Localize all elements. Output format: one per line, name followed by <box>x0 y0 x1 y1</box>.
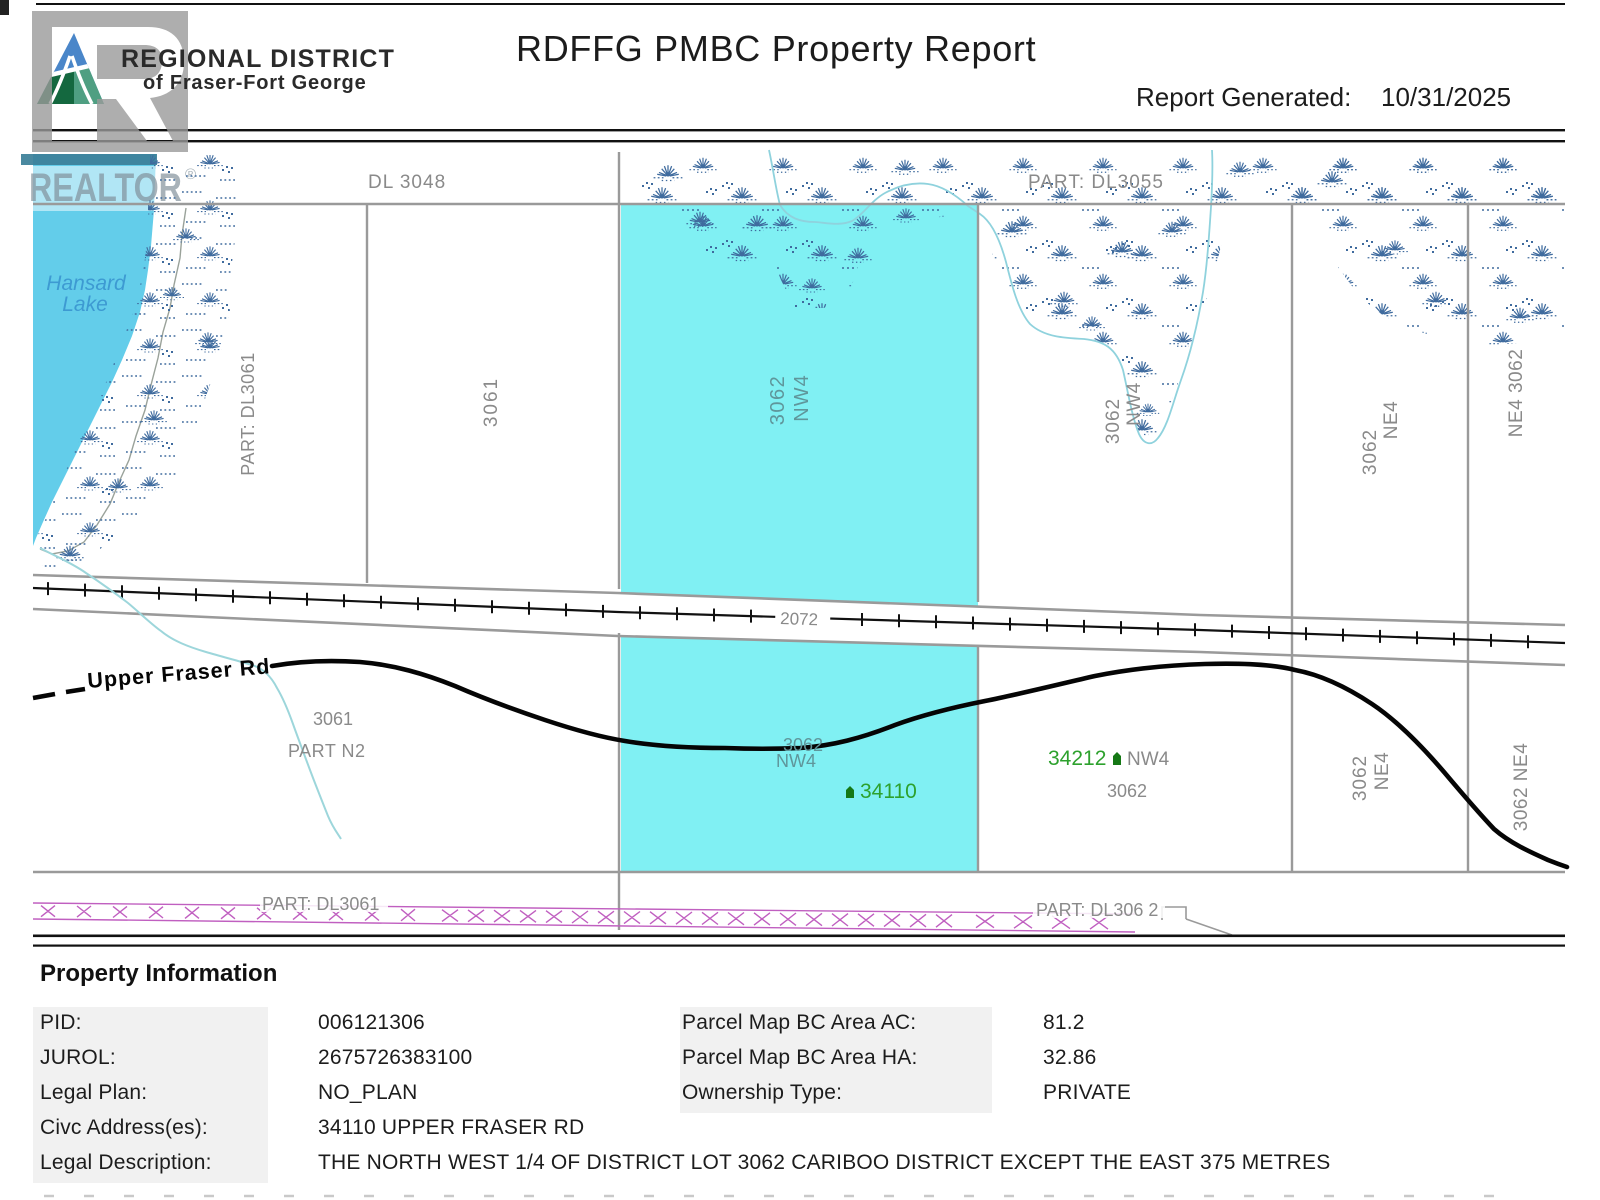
svg-text:Lake: Lake <box>62 293 108 316</box>
svg-text:3062: 3062 <box>1107 781 1147 801</box>
svg-text:3061: 3061 <box>313 709 353 729</box>
svg-text:3062 NE4: 3062 NE4 <box>1511 743 1532 832</box>
svg-text:3062: 3062 <box>1350 755 1371 801</box>
svg-text:NE4: NE4 <box>1372 752 1393 790</box>
svg-text:Upper Fraser Rd: Upper Fraser Rd <box>86 654 271 693</box>
svg-text:PART: DL3061: PART: DL3061 <box>238 352 258 475</box>
svg-text:NE4 3062: NE4 3062 <box>1506 349 1527 438</box>
svg-text:PART: DL3055: PART: DL3055 <box>1028 172 1164 193</box>
svg-text:3061: 3061 <box>481 377 502 427</box>
svg-text:NW4: NW4 <box>791 374 813 421</box>
svg-text:PART: DL3061: PART: DL3061 <box>262 894 379 914</box>
svg-text:NW4: NW4 <box>1124 382 1145 426</box>
svg-text:3062: 3062 <box>767 375 789 426</box>
svg-text:3062: 3062 <box>1360 429 1381 475</box>
svg-text:3062: 3062 <box>783 735 823 755</box>
svg-text:34110: 34110 <box>860 780 917 803</box>
svg-text:2072: 2072 <box>780 609 818 629</box>
svg-text:34212: 34212 <box>1048 747 1106 770</box>
svg-text:NW4: NW4 <box>1127 749 1170 770</box>
svg-text:PART: DL306 2: PART: DL306 2 <box>1036 900 1158 920</box>
svg-text:PART N2: PART N2 <box>288 741 366 761</box>
svg-text:3062: 3062 <box>1103 398 1124 444</box>
svg-text:DL 3048: DL 3048 <box>368 172 446 193</box>
svg-text:NE4: NE4 <box>1381 401 1402 439</box>
svg-text:NW4: NW4 <box>776 751 816 771</box>
svg-text:Hansard: Hansard <box>46 272 127 295</box>
